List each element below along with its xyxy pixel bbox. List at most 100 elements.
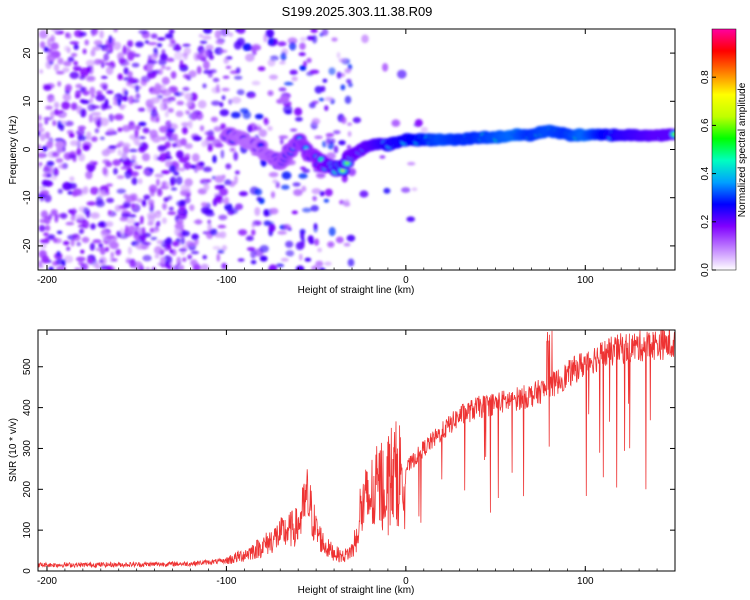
noise-blob xyxy=(71,190,78,197)
noise-blob xyxy=(170,187,178,191)
noise-blob xyxy=(47,96,53,103)
noise-blob xyxy=(40,210,49,219)
noise-blob xyxy=(348,82,353,88)
noise-blob xyxy=(106,265,116,270)
noise-blob xyxy=(183,161,191,170)
colorbar-tick-label: 0.2 xyxy=(700,214,711,228)
noise-blob xyxy=(204,130,214,136)
noise-blob xyxy=(48,48,54,54)
noise-blob xyxy=(39,69,44,74)
noise-blob xyxy=(172,45,182,52)
noise-blob xyxy=(149,227,154,233)
noise-blob xyxy=(214,175,225,183)
noise-blob xyxy=(311,118,321,125)
noise-blob xyxy=(235,203,243,210)
noise-blob xyxy=(219,102,224,108)
noise-blob xyxy=(156,156,161,161)
spectrogram-ylabel: Frequency (Hz) xyxy=(8,116,19,185)
noise-blob xyxy=(86,75,96,82)
noise-blob xyxy=(44,236,50,244)
noise-blob xyxy=(167,263,172,270)
snr-plot-area xyxy=(38,330,675,569)
noise-blob xyxy=(176,176,183,186)
noise-blob xyxy=(135,84,140,93)
noise-blob xyxy=(245,53,255,62)
noise-blob xyxy=(122,95,128,102)
noise-blob xyxy=(221,262,228,270)
noise-blob xyxy=(69,133,75,138)
noise-blob xyxy=(44,120,49,125)
snr-ylabel: SNR (10 * v/v) xyxy=(8,418,19,482)
noise-blob xyxy=(188,120,193,129)
noise-blob xyxy=(317,247,322,253)
noise-blob xyxy=(314,85,323,94)
noise-blob xyxy=(117,149,122,157)
noise-blob xyxy=(43,84,52,91)
noise-blob xyxy=(259,255,268,262)
noise-blob xyxy=(338,58,348,63)
noise-blob xyxy=(154,254,160,259)
noise-blob xyxy=(128,50,137,58)
noise-blob xyxy=(213,126,223,132)
noise-blob xyxy=(231,96,242,104)
noise-blob xyxy=(406,216,416,222)
noise-blob xyxy=(77,135,87,141)
noise-blob xyxy=(86,201,97,206)
noise-blob xyxy=(165,160,173,168)
snr-ytick-label: 0 xyxy=(22,568,33,574)
noise-blob xyxy=(263,33,268,43)
noise-blob xyxy=(131,62,140,68)
ridge-mark xyxy=(341,169,345,172)
noise-blob xyxy=(221,87,230,92)
noise-blob xyxy=(195,111,204,121)
snr-ytick-label: 100 xyxy=(22,521,33,538)
noise-blob xyxy=(75,214,85,220)
noise-blob xyxy=(397,69,407,79)
noise-blob xyxy=(122,202,131,209)
noise-blob xyxy=(108,145,117,149)
noise-blob xyxy=(81,236,90,243)
noise-blob xyxy=(184,92,192,100)
noise-blob xyxy=(141,227,146,236)
noise-blob xyxy=(311,188,322,195)
noise-blob xyxy=(98,190,106,197)
noise-blob xyxy=(43,46,49,53)
noise-blob xyxy=(89,86,96,96)
noise-blob xyxy=(88,113,94,123)
noise-blob xyxy=(53,63,60,72)
snr-panel: -200 -100 0 100 0 100 200 300 400 500 Height of s… xyxy=(8,329,676,596)
noise-blob xyxy=(173,264,181,270)
noise-blob xyxy=(45,105,53,110)
noise-blob xyxy=(54,138,64,142)
noise-blob xyxy=(150,33,158,39)
noise-blob xyxy=(124,224,129,233)
noise-blob xyxy=(295,116,303,122)
noise-blob xyxy=(192,136,202,142)
noise-blob xyxy=(215,83,220,93)
noise-blob xyxy=(318,267,326,270)
noise-blob xyxy=(180,236,185,245)
noise-blob xyxy=(180,91,185,96)
noise-blob xyxy=(95,94,106,102)
noise-blob xyxy=(299,65,307,71)
noise-blob xyxy=(53,101,60,109)
noise-blob xyxy=(347,131,352,137)
noise-blob xyxy=(128,225,136,232)
noise-blob xyxy=(147,214,155,223)
noise-blob xyxy=(171,133,178,141)
noise-blob xyxy=(280,257,289,262)
noise-blob xyxy=(322,140,327,148)
noise-blob xyxy=(299,36,307,42)
noise-blob xyxy=(62,240,70,246)
noise-blob xyxy=(279,61,286,65)
noise-blob xyxy=(169,176,177,186)
noise-blob xyxy=(191,153,200,163)
noise-blob xyxy=(190,111,197,121)
noise-blob xyxy=(157,68,163,75)
noise-blob xyxy=(58,163,67,170)
spectrogram-xlabel: Height of straight line (km) xyxy=(298,285,415,296)
noise-blob xyxy=(157,37,166,41)
noise-blob xyxy=(56,250,61,258)
noise-blob xyxy=(113,167,118,175)
noise-blob xyxy=(161,76,170,85)
